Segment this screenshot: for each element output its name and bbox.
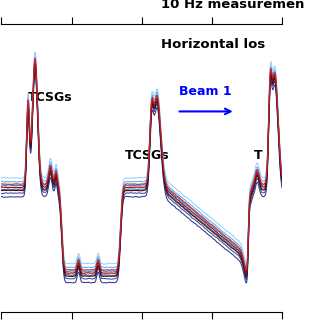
Text: TCSGs: TCSGs — [125, 149, 169, 162]
Text: T: T — [254, 149, 262, 162]
Text: 10 Hz measuremen: 10 Hz measuremen — [161, 0, 305, 11]
Text: Beam 1: Beam 1 — [180, 85, 232, 99]
Text: TCSGs: TCSGs — [28, 91, 73, 104]
Text: Horizontal los: Horizontal los — [161, 38, 266, 51]
